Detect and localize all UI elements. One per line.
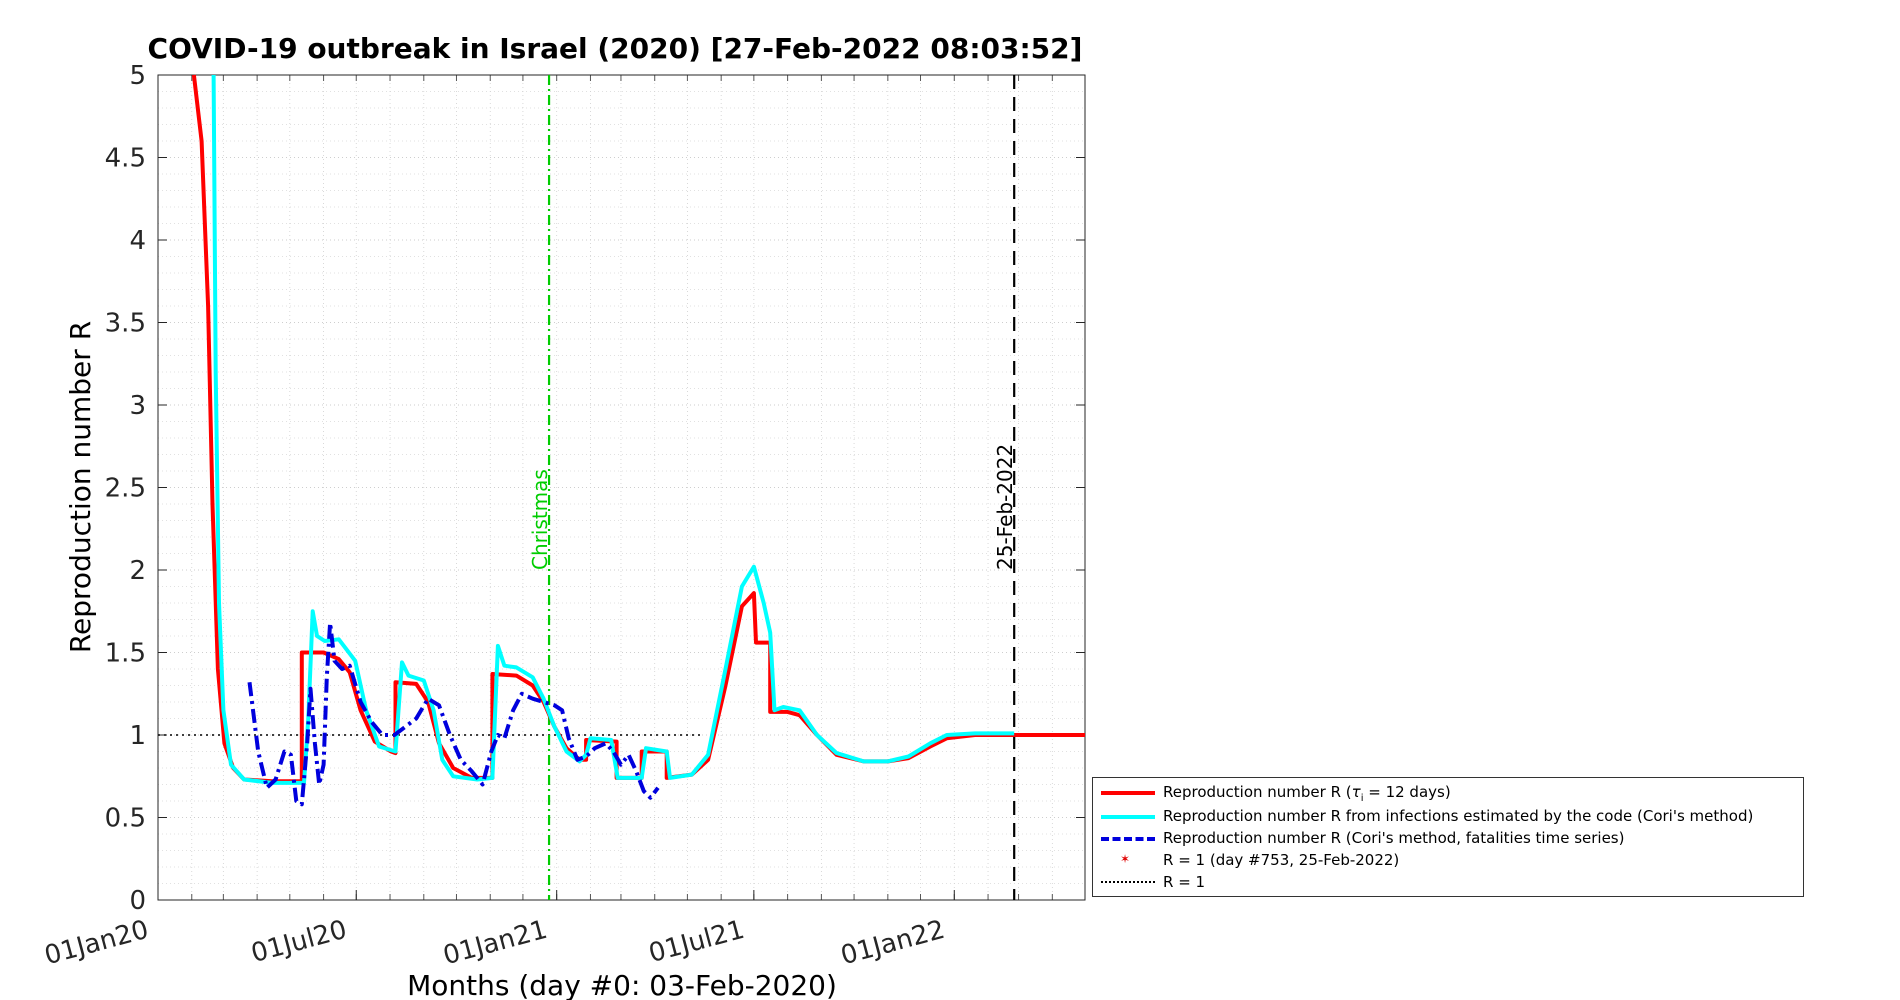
legend-swatch-cyan [1101,815,1155,819]
y-tick-label: 0 [129,886,146,916]
series-line-0 [191,74,1085,784]
y-tick-label: 2.5 [105,474,146,504]
legend-swatch-blue [1101,837,1155,841]
y-axis-label: Reproduction number R [64,321,97,653]
axes: 0 0.5 1 1.5 2 2.5 3 3.5 4 4.5 5 01Jan20 01Jul20 01Jan… [41,61,1086,971]
y-tick-label: 4.5 [105,144,146,174]
y-tick-label: 3.5 [105,309,146,339]
annotation-label-0: Christmas [528,469,552,570]
chart-title: COVID-19 outbreak in Israel (2020) [27-F… [148,32,1083,65]
legend-label-red: Reproduction number R (τi = 12 days) [1163,783,1451,804]
legend-entry-dotted: R = 1 [1093,872,1803,892]
legend-entry-blue: Reproduction number R (Cori's method, fa… [1093,828,1803,848]
y-tick-label: 3 [129,391,146,421]
legend-label-marker: R = 1 (day #753, 25-Feb-2022) [1163,851,1400,869]
series-line-1 [211,74,1015,785]
y-tick-label: 0.5 [105,804,146,834]
series-line-2 [247,620,660,807]
legend-entry-marker: ✶ R = 1 (day #753, 25-Feb-2022) [1093,850,1803,870]
y-tick-label: 1.5 [105,639,146,669]
y-tick-label: 4 [129,226,146,256]
grid [157,74,1086,901]
star-marker-icon: ✶ [1120,852,1131,866]
x-tick-label: 01Jan20 [41,915,151,971]
y-tick-label: 2 [129,556,146,586]
x-tick-label: 01Jul21 [646,915,748,969]
legend-swatch-red [1101,791,1155,795]
legend-label-dotted: R = 1 [1163,873,1206,891]
x-axis-label: Months (day #0: 03-Feb-2020) [407,969,837,1000]
series-layer: Christmas 25-Feb-2022 [158,74,1085,900]
legend-swatch-dotted [1101,881,1155,883]
legend-entry-cyan: Reproduction number R from infections es… [1093,806,1803,826]
x-tick-label: 01Jan21 [440,915,550,971]
y-tick-label: 1 [129,721,146,751]
legend-entry-red: Reproduction number R (τi = 12 days) [1093,782,1803,804]
y-tick-label: 5 [129,61,146,91]
x-tick-label: 01Jan22 [838,915,948,971]
legend-label-cyan: Reproduction number R from infections es… [1163,807,1754,825]
x-tick-label: 01Jul20 [248,915,350,969]
annotation-label-1: 25-Feb-2022 [993,444,1017,570]
legend: Reproduction number R (τi = 12 days) Rep… [1092,777,1804,897]
legend-label-blue: Reproduction number R (Cori's method, fa… [1163,829,1625,847]
